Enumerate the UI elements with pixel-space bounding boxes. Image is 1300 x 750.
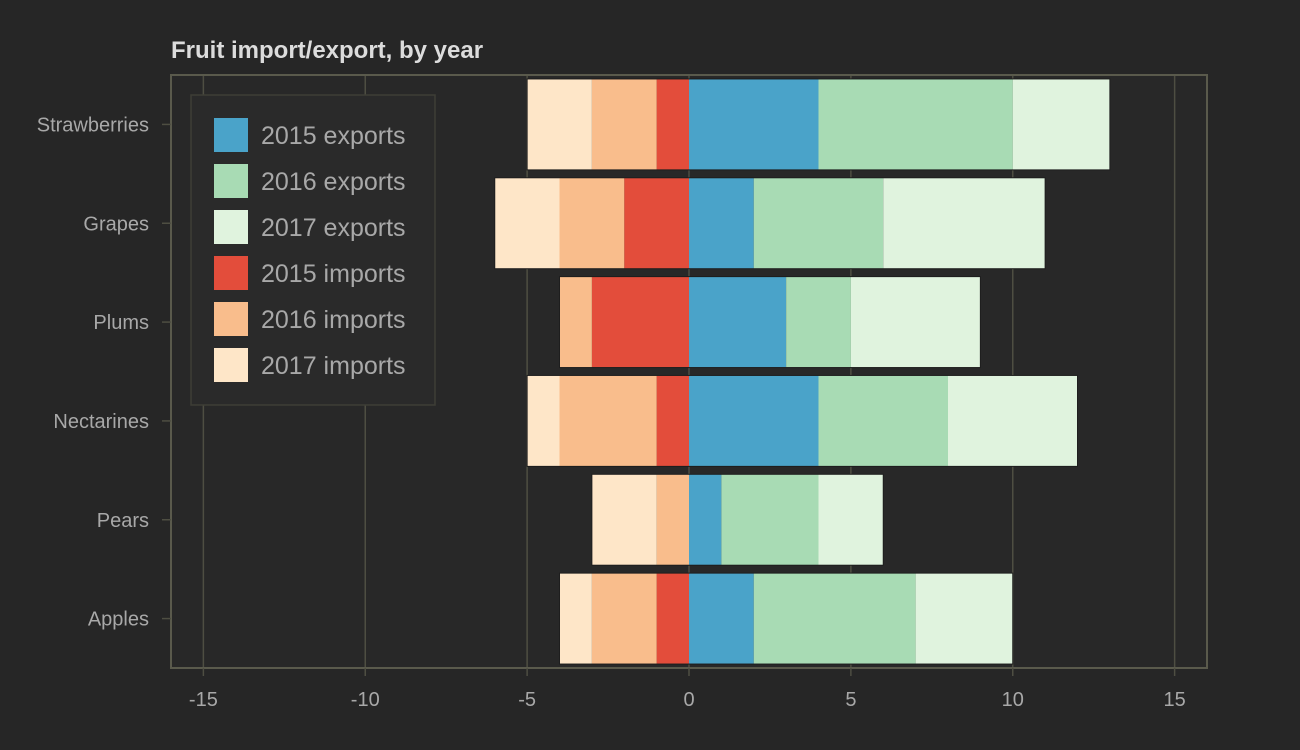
legend-label: 2015 exports xyxy=(261,122,406,150)
bar-segment xyxy=(559,573,592,665)
bar-outline xyxy=(559,572,1014,665)
y-tick-label: Plums xyxy=(93,312,149,334)
bar-segment xyxy=(689,276,787,368)
bar-segment xyxy=(656,375,689,467)
bar-outline xyxy=(591,473,884,566)
bar-segment xyxy=(656,573,689,665)
legend-swatch xyxy=(214,118,248,152)
legend-swatch xyxy=(214,210,248,244)
bar-segment xyxy=(656,78,689,170)
bar-segment xyxy=(494,177,560,269)
x-tick-label: 15 xyxy=(1164,689,1186,711)
chart-title: Fruit import/export, by year xyxy=(171,37,483,64)
bar-segment xyxy=(721,474,819,566)
bar-segment xyxy=(591,78,657,170)
x-tick-label: 5 xyxy=(845,689,856,711)
bar-segment xyxy=(656,474,689,566)
x-tick-label: -15 xyxy=(189,689,218,711)
bar-segment xyxy=(786,276,851,368)
bar-segment xyxy=(689,573,754,665)
legend-swatch xyxy=(214,164,248,198)
bar-outline xyxy=(559,276,981,369)
bar-segment xyxy=(689,474,722,566)
legend-label: 2016 exports xyxy=(261,168,406,196)
bar-segment xyxy=(689,375,819,467)
bar-segment xyxy=(689,78,819,170)
bar-segment xyxy=(883,177,1046,269)
bar-outline xyxy=(526,78,1111,171)
legend-swatch xyxy=(214,348,248,382)
bar-segment xyxy=(850,276,981,368)
bar-segment xyxy=(689,177,754,269)
bar-outline xyxy=(526,374,1078,467)
legend-swatch xyxy=(214,302,248,336)
bar-segment xyxy=(591,573,657,665)
y-tick-label: Strawberries xyxy=(37,114,149,136)
legend-label: 2017 imports xyxy=(261,352,406,380)
bar-segment xyxy=(624,177,689,269)
bar-segment xyxy=(527,375,560,467)
bar-segment xyxy=(818,78,1013,170)
bar-segment xyxy=(1012,78,1110,170)
bar-segment xyxy=(753,177,884,269)
x-tick-label: 10 xyxy=(1002,689,1024,711)
y-tick-label: Apples xyxy=(88,609,149,631)
legend-label: 2016 imports xyxy=(261,306,406,334)
y-axis: Apples Pears Nectarines Plums Grapes Strawber… xyxy=(37,114,171,631)
bar-segment xyxy=(818,474,884,566)
legend-label: 2017 exports xyxy=(261,214,406,242)
bar-segment xyxy=(559,276,592,368)
x-tick-label: -5 xyxy=(518,689,536,711)
legend-swatch xyxy=(214,256,248,290)
bar-segment xyxy=(818,375,948,467)
bars xyxy=(494,78,1111,665)
bar-segment xyxy=(559,375,657,467)
y-tick-label: Nectarines xyxy=(53,411,149,433)
bar-segment xyxy=(527,78,592,170)
bar-segment xyxy=(915,573,1013,665)
x-tick-label: 0 xyxy=(683,689,694,711)
y-tick-label: Grapes xyxy=(83,213,149,235)
x-tick-label: -10 xyxy=(351,689,380,711)
bar-segment xyxy=(753,573,916,665)
bar-segment xyxy=(591,276,689,368)
x-axis: -15 -10 -5 0 5 10 15 xyxy=(189,668,1186,711)
y-tick-label: Pears xyxy=(97,510,149,532)
bar-segment xyxy=(559,177,625,269)
bar-segment xyxy=(948,375,1078,467)
bar-segment xyxy=(591,474,657,566)
legend-label: 2015 imports xyxy=(261,260,406,288)
legend: 2015 exports 2016 exports 2017 exports 2015… xyxy=(190,94,436,406)
bar-outline xyxy=(494,177,1046,270)
